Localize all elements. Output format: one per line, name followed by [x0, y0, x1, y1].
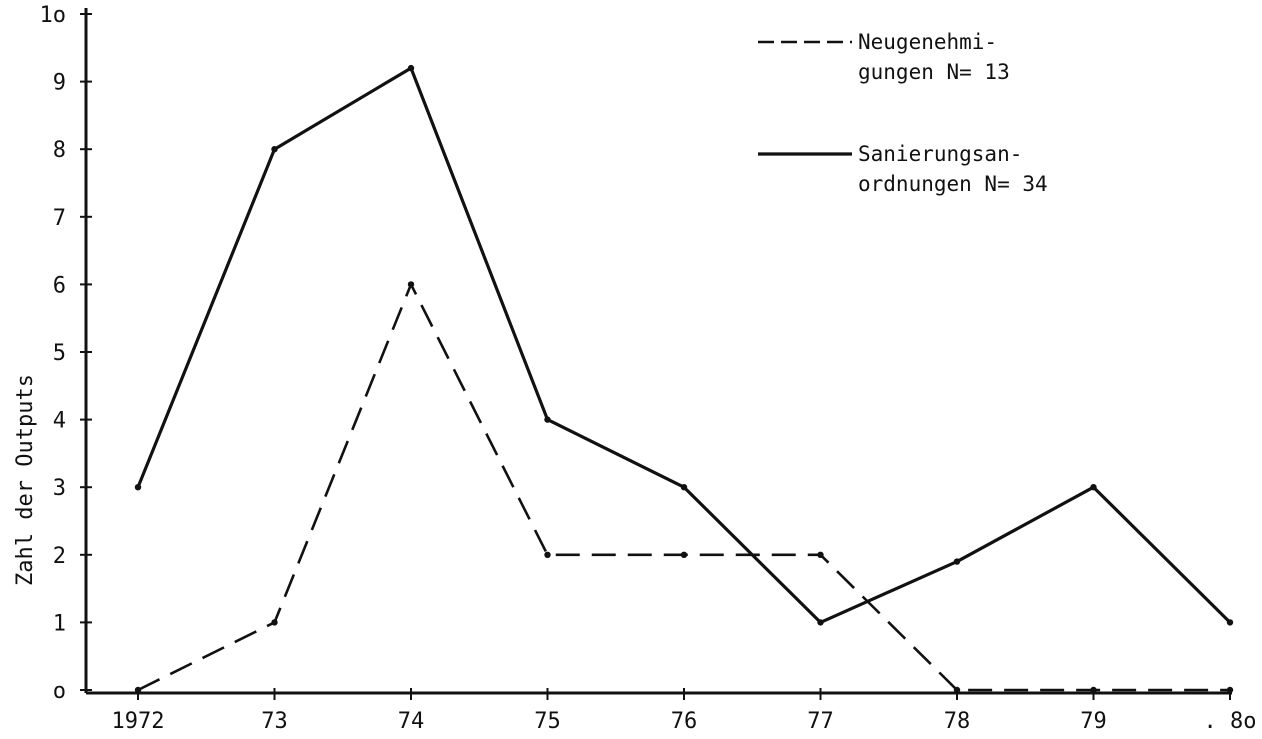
data-point: [407, 281, 415, 288]
x-tick-label: 74: [398, 709, 425, 734]
data-point: [1090, 484, 1097, 491]
data-point: [1226, 619, 1234, 626]
y-tick-label: 7: [53, 206, 66, 231]
y-tick-label: 8: [53, 138, 66, 163]
data-point: [817, 551, 824, 558]
y-tick-label: 4: [53, 409, 66, 434]
legend-label: Neugenehmi-: [858, 30, 997, 54]
x-tick-label: 76: [671, 709, 698, 734]
x-tick-label: 77: [807, 709, 834, 734]
data-point: [817, 619, 824, 626]
x-tick-label: . 8o: [1204, 709, 1257, 734]
y-tick-label: 9: [53, 71, 66, 96]
x-tick-label: 75: [534, 709, 561, 734]
series-line-sanierungsanordnungen: [136, 66, 1232, 625]
y-tick-label: 1o: [40, 3, 67, 28]
data-point: [1090, 686, 1097, 694]
data-point: [680, 551, 688, 558]
data-point: [680, 484, 688, 491]
data-point: [134, 686, 142, 694]
y-tick-label: 2: [53, 544, 66, 569]
series-layer: [134, 64, 1234, 694]
data-point: [544, 551, 551, 558]
data-point: [271, 619, 278, 626]
x-tick-label: 73: [261, 709, 288, 734]
data-point: [544, 416, 551, 423]
data-point: [1226, 686, 1234, 694]
legend-label: Sanierungsan-: [858, 142, 1022, 166]
data-point: [953, 558, 961, 565]
y-tick-label: 5: [53, 341, 66, 366]
y-tick-label: 6: [53, 273, 66, 298]
y-tick-label: o: [53, 679, 66, 704]
y-ticks: o 1 2 3 4 5 6 7 8 9 1o: [40, 3, 92, 704]
x-tick-label: 79: [1080, 709, 1107, 734]
y-tick-label: 3: [53, 476, 66, 501]
data-point: [134, 484, 142, 491]
data-point: [407, 64, 415, 72]
x-ticks: 1972 73 74 75 76 77 78 79 . 8o: [112, 688, 1257, 734]
legend-label: gungen N= 13: [858, 60, 1010, 84]
x-tick-label: 1972: [112, 709, 165, 734]
x-tick-label: 78: [944, 709, 971, 734]
y-tick-label: 1: [53, 611, 66, 636]
data-point: [271, 146, 278, 153]
legend: Neugenehmi-gungen N= 13 Sanierungsan-ordn…: [758, 30, 1048, 196]
y-axis-title: Zahl der Outputs: [13, 374, 38, 586]
data-point: [953, 686, 961, 694]
legend-label: ordnungen N= 34: [858, 172, 1048, 196]
